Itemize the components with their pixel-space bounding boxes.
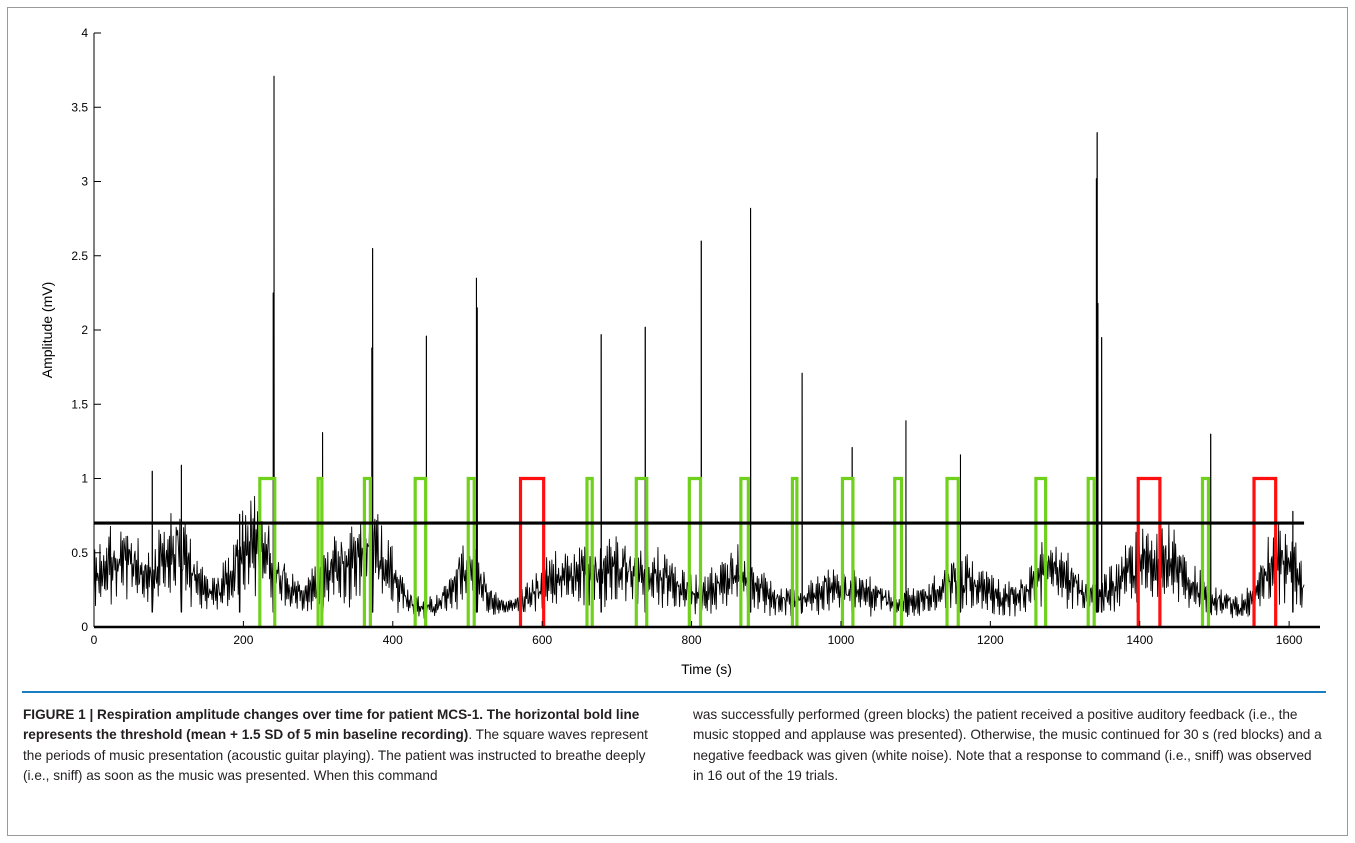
green-music-block bbox=[585, 476, 594, 627]
green-music-block bbox=[413, 476, 428, 627]
green-music-block bbox=[634, 476, 649, 627]
x-tick-label: 200 bbox=[233, 633, 253, 647]
red-music-block bbox=[1252, 476, 1278, 627]
green-music-block bbox=[258, 476, 277, 627]
x-tick-label: 1000 bbox=[828, 633, 855, 647]
green-music-block bbox=[739, 476, 750, 627]
green-music-block bbox=[687, 476, 703, 627]
y-tick-label: 4 bbox=[81, 26, 88, 40]
y-tick-label: 2 bbox=[81, 323, 88, 337]
green-music-block bbox=[840, 476, 855, 627]
x-tick-label: 0 bbox=[91, 633, 98, 647]
green-music-block bbox=[790, 476, 799, 627]
y-tick-label: 2.5 bbox=[71, 249, 88, 263]
green-music-block bbox=[1034, 476, 1048, 627]
caption-divider bbox=[22, 691, 1326, 693]
x-tick-label: 1400 bbox=[1126, 633, 1153, 647]
green-music-block bbox=[466, 476, 476, 627]
x-tick-label: 1600 bbox=[1276, 633, 1303, 647]
caption-left-text: . The square waves represent the periods… bbox=[23, 727, 648, 784]
x-tick-label: 800 bbox=[682, 633, 702, 647]
green-music-block bbox=[945, 476, 960, 627]
figure-caption-right: was successfully performed (green blocks… bbox=[693, 707, 1322, 784]
x-axis-title: Time (s) bbox=[681, 661, 732, 677]
y-tick-label: 1 bbox=[81, 472, 88, 486]
labels-layer: 0 0.5 1 1.5 2 2.5 3 3.5 4 0 200 400 600 800 1000 1200 14… bbox=[39, 26, 1303, 677]
y-tick-label: 3.5 bbox=[71, 100, 88, 114]
figure-caption-left: FIGURE 1 | Respiration amplitude changes… bbox=[23, 705, 657, 787]
green-music-block bbox=[362, 476, 372, 627]
y-tick-label: 1.5 bbox=[71, 397, 88, 411]
figure-frame bbox=[7, 7, 1348, 836]
x-tick-label: 1200 bbox=[977, 633, 1004, 647]
green-music-block bbox=[1086, 476, 1096, 627]
y-tick-label: 0 bbox=[81, 620, 88, 634]
respiration-signal-line bbox=[93, 75, 1305, 619]
x-tick-label: 400 bbox=[383, 633, 403, 647]
y-tick-label: 3 bbox=[81, 175, 88, 189]
green-music-block bbox=[893, 476, 904, 627]
red-music-block bbox=[1136, 476, 1162, 627]
y-tick-label: 0.5 bbox=[71, 546, 88, 560]
y-axis-title: Amplitude (mV) bbox=[39, 282, 55, 378]
green-music-block bbox=[1200, 476, 1211, 627]
blocks-layer bbox=[258, 476, 1278, 627]
red-music-block bbox=[518, 476, 546, 627]
axes-layer bbox=[93, 32, 1320, 629]
x-tick-label: 600 bbox=[532, 633, 552, 647]
green-music-block bbox=[316, 476, 324, 627]
caption-bold-intro: FIGURE 1 | Respiration amplitude changes… bbox=[23, 707, 640, 743]
